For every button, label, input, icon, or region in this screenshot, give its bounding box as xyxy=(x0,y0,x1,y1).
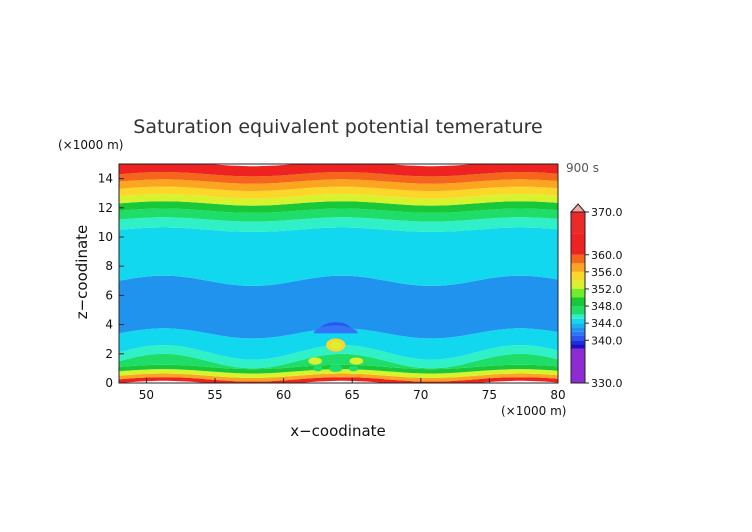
y-unit-label: (×1000 m) xyxy=(58,138,123,152)
x-tick-label: 70 xyxy=(413,388,428,402)
contour-blob xyxy=(308,357,323,365)
contour-band xyxy=(119,172,558,184)
x-unit-label: (×1000 m) xyxy=(501,404,566,418)
contour-band xyxy=(119,201,558,213)
colorbar-segment xyxy=(571,314,585,319)
colorbar-tick-label: 352.0 xyxy=(591,283,623,296)
contour-blob xyxy=(330,341,342,349)
contour-band xyxy=(119,369,558,378)
contour-band xyxy=(119,217,558,232)
contour-band xyxy=(119,227,558,286)
contour-band xyxy=(119,345,558,369)
y-tick-label: 10 xyxy=(98,230,113,244)
colorbar-segment xyxy=(571,233,585,255)
colorbar-segment xyxy=(571,327,585,332)
y-axis-ticks: 0 2 4 6 8 10 12 14 xyxy=(98,172,124,390)
colorbar-tick-label: 356.0 xyxy=(591,266,623,279)
contour-band xyxy=(119,164,558,177)
colorbar-segment xyxy=(571,271,585,281)
contour-blob xyxy=(348,365,359,372)
contour-band xyxy=(119,373,558,382)
chart-title: Saturation equivalent potential temeratu… xyxy=(133,116,542,138)
x-tick-label: 65 xyxy=(345,388,360,402)
colorbar-segment xyxy=(571,340,585,345)
colorbar-tick-label: 344.0 xyxy=(591,317,623,330)
colorbar-segment xyxy=(571,280,585,289)
time-label: 900 s xyxy=(566,161,599,175)
y-tick-label: 4 xyxy=(105,318,113,332)
colorbar-tick-label: 370.0 xyxy=(591,206,623,219)
x-tick-label: 60 xyxy=(276,388,291,402)
colorbar-segment xyxy=(571,348,585,383)
x-tick-label: 80 xyxy=(550,388,565,402)
colorbar-segment xyxy=(571,212,585,234)
colorbar-tick-label: 340.0 xyxy=(591,334,623,347)
colorbar-frame xyxy=(570,211,586,384)
colorbar-segment xyxy=(571,297,585,307)
colorbar-tick-label: 348.0 xyxy=(591,300,623,313)
y-tick-label: 0 xyxy=(105,376,113,390)
y-tick-label: 2 xyxy=(105,347,113,361)
y-tick-label: 14 xyxy=(98,172,113,186)
y-tick-label: 8 xyxy=(105,259,113,273)
contour-band xyxy=(119,179,558,191)
colorbar-segment xyxy=(571,323,585,328)
y-tick-label: 6 xyxy=(105,288,113,302)
x-tick-label: 75 xyxy=(482,388,497,402)
contour-band xyxy=(119,186,558,199)
contour-band xyxy=(119,377,558,383)
colorbar-segment xyxy=(571,331,585,336)
contour-band xyxy=(119,193,558,206)
colorbar-tick-label: 330.0 xyxy=(591,377,623,390)
x-axis-ticks: 50 55 60 65 70 75 80 xyxy=(139,378,566,402)
colorbar: 370.0 360.0 356.0 352.0 348.0 344.0 340.0 330.0 xyxy=(569,203,623,390)
plot-area xyxy=(119,164,558,383)
colorbar-overflow-triangle xyxy=(569,203,587,213)
x-axis-label: x−coodinate xyxy=(290,422,386,440)
contour-blob xyxy=(328,364,343,373)
colorbar-segment xyxy=(571,288,585,298)
contour-blob xyxy=(313,365,323,372)
contour-blob xyxy=(349,357,364,365)
plot-frame xyxy=(118,163,559,384)
contour-band xyxy=(119,208,558,222)
contour-band xyxy=(119,275,558,339)
contour-band xyxy=(119,364,558,374)
colorbar-segment xyxy=(571,318,585,324)
y-tick-label: 12 xyxy=(98,201,113,215)
colorbar-segment xyxy=(571,344,585,349)
contour-cap xyxy=(313,325,358,334)
colorbar-tick-label: 360.0 xyxy=(591,249,623,262)
contour-band xyxy=(119,353,558,370)
colorbar-segment xyxy=(571,335,585,341)
colorbar-segment xyxy=(571,254,585,264)
colorbar-segment xyxy=(571,263,585,272)
x-tick-label: 55 xyxy=(207,388,222,402)
y-axis-label: z−coodinate xyxy=(73,225,91,320)
x-tick-label: 50 xyxy=(139,388,154,402)
colorbar-segment xyxy=(571,306,585,315)
